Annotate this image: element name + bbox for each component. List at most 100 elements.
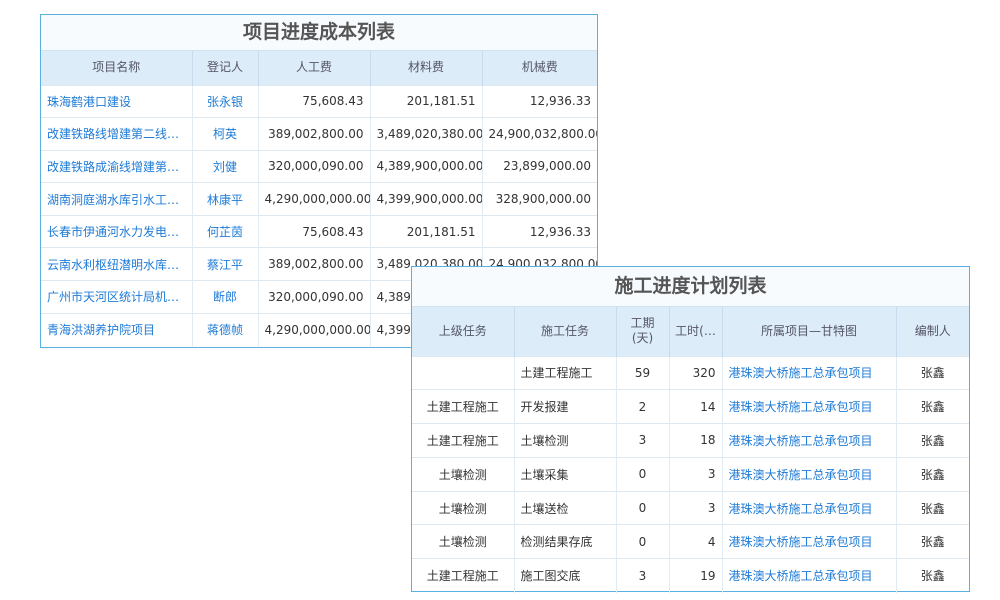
table-cell[interactable]: 何芷茵 xyxy=(192,214,259,248)
column-header: 编制人 xyxy=(896,307,969,356)
table-cell: 59 xyxy=(616,355,670,390)
table-cell: 张鑫 xyxy=(896,389,969,424)
table-cell: 24,900,032,800.00 xyxy=(482,117,597,151)
table-row: 土建工程施工 59 320 港珠澳大桥施工总承包项目 张鑫 xyxy=(412,355,969,390)
table-cell: 土建工程施工 xyxy=(412,389,515,424)
table-cell: 张鑫 xyxy=(896,423,969,458)
header-row: 项目名称 登记人 人工费 材料费 机械费 xyxy=(41,51,597,85)
table-cell[interactable]: 港珠澳大桥施工总承包项目 xyxy=(722,389,897,424)
table-cell[interactable]: 林康平 xyxy=(192,182,259,216)
table-cell[interactable]: 长春市伊通河水力发电… xyxy=(41,214,193,248)
table-row: 湖南洞庭湖水库引水工… 林康平 4,290,000,000.00 4,399,900,… xyxy=(41,182,597,216)
table-cell: 土壤采集 xyxy=(514,456,617,492)
table-cell: 开发报建 xyxy=(514,389,617,424)
panel-title: 施工进度计划列表 xyxy=(412,267,969,307)
table-row: 云南水利枢纽潜明水库… 蔡江平 389,002,800.00 3,489,020,38… xyxy=(41,247,597,281)
table-cell: 3 xyxy=(669,456,723,492)
table-cell: 19 xyxy=(669,558,723,593)
table-cell: 320,000,090.00 xyxy=(258,280,371,314)
table-cell[interactable]: 港珠澳大桥施工总承包项目 xyxy=(722,490,897,525)
table-cell[interactable]: 柯英 xyxy=(192,117,259,151)
table-cell: 75,608.43 xyxy=(258,214,371,248)
table-cell: 张鑫 xyxy=(896,490,969,525)
column-header: 施工任务 xyxy=(514,307,617,356)
table-cell: 张鑫 xyxy=(896,456,969,492)
header-row: 上级任务 施工任务 工期(天) 工时(… 所属项目—甘特图 编制人 xyxy=(412,307,969,356)
table-cell[interactable]: 港珠澳大桥施工总承包项目 xyxy=(722,355,897,390)
column-header: 项目名称 xyxy=(41,51,193,85)
table-cell[interactable]: 广州市天河区统计局机… xyxy=(41,280,193,314)
table-cell: 张鑫 xyxy=(896,558,969,593)
table-cell: 12,936.33 xyxy=(482,84,597,118)
table-cell: 12,936.33 xyxy=(482,214,597,248)
table-cell[interactable]: 蒋德帧 xyxy=(192,312,259,346)
table-cell: 土建工程施工 xyxy=(412,423,515,458)
column-header: 人工费 xyxy=(258,51,371,85)
table-cell: 3 xyxy=(669,490,723,525)
table-row: 长春市伊通河水力发电… 何芷茵 75,608.43 201,181.51 12,936.… xyxy=(41,214,597,248)
table-cell: 土壤送检 xyxy=(514,490,617,525)
table-cell[interactable]: 蔡江平 xyxy=(192,247,259,281)
plan-table: 上级任务 施工任务 工期(天) 工时(… 所属项目—甘特图 编制人 土建工程施工 59 320 港… xyxy=(412,307,969,593)
table-cell[interactable]: 改建铁路成渝线增建第… xyxy=(41,149,193,183)
table-row: 珠海鹤港口建设 张永银 75,608.43 201,181.51 12,936.33 xyxy=(41,84,597,118)
table-cell: 320,000,090.00 xyxy=(258,149,371,183)
table-row: 改建铁路成渝线增建第… 刘健 320,000,090.00 4,389,900,000… xyxy=(41,149,597,183)
table-cell[interactable]: 刘健 xyxy=(192,149,259,183)
column-header: 工期(天) xyxy=(616,307,670,356)
table-cell: 4,290,000,000.00 xyxy=(258,182,371,216)
table-cell: 75,608.43 xyxy=(258,84,371,118)
table-cell[interactable]: 云南水利枢纽潜明水库… xyxy=(41,247,193,281)
table-cell[interactable]: 港珠澳大桥施工总承包项目 xyxy=(722,423,897,458)
table-cell: 389,002,800.00 xyxy=(258,247,371,281)
table-cell[interactable]: 港珠澳大桥施工总承包项目 xyxy=(722,456,897,492)
table-row: 改建铁路线增建第二线… 柯英 389,002,800.00 3,489,020,380… xyxy=(41,117,597,151)
column-header: 所属项目—甘特图 xyxy=(722,307,897,356)
table-cell: 4 xyxy=(669,524,723,559)
table-cell: 张鑫 xyxy=(896,524,969,559)
plan-panel: 施工进度计划列表 上级任务 施工任务 工期(天) 工时(… 所属项目—甘特图 编制人 土建工… xyxy=(411,266,970,593)
table-cell: 320 xyxy=(669,355,723,390)
table-cell: 389,002,800.00 xyxy=(258,117,371,151)
table-cell[interactable]: 张永银 xyxy=(192,84,259,118)
table-cell: 3 xyxy=(616,558,670,593)
table-row: 土壤检测 土壤采集 0 3 港珠澳大桥施工总承包项目 张鑫 xyxy=(412,456,969,492)
table-row: 土建工程施工 土壤检测 3 18 港珠澳大桥施工总承包项目 张鑫 xyxy=(412,423,969,458)
table-cell: 328,900,000.00 xyxy=(482,182,597,216)
table-row: 土建工程施工 开发报建 2 14 港珠澳大桥施工总承包项目 张鑫 xyxy=(412,389,969,424)
table-cell: 201,181.51 xyxy=(370,84,483,118)
table-cell[interactable]: 湖南洞庭湖水库引水工… xyxy=(41,182,193,216)
table-cell: 检测结果存底 xyxy=(514,524,617,559)
table-cell: 18 xyxy=(669,423,723,458)
column-header: 上级任务 xyxy=(412,307,515,356)
table-cell: 土建工程施工 xyxy=(514,355,617,390)
column-header: 机械费 xyxy=(482,51,597,85)
table-cell: 23,899,000.00 xyxy=(482,149,597,183)
table-cell: 4,399,900,000.00 xyxy=(370,182,483,216)
table-cell[interactable]: 改建铁路线增建第二线… xyxy=(41,117,193,151)
column-header: 材料费 xyxy=(370,51,483,85)
table-cell[interactable]: 港珠澳大桥施工总承包项目 xyxy=(722,524,897,559)
table-cell: 3 xyxy=(616,423,670,458)
panel-title: 项目进度成本列表 xyxy=(41,15,597,51)
table-cell: 3,489,020,380.00 xyxy=(370,117,483,151)
table-cell: 2 xyxy=(616,389,670,424)
table-cell: 201,181.51 xyxy=(370,214,483,248)
table-cell: 土壤检测 xyxy=(412,524,515,559)
table-cell: 14 xyxy=(669,389,723,424)
table-cell[interactable]: 珠海鹤港口建设 xyxy=(41,84,193,118)
table-cell: 0 xyxy=(616,490,670,525)
column-header: 登记人 xyxy=(192,51,259,85)
table-cell[interactable]: 青海洪湖养护院项目 xyxy=(41,312,193,346)
table-cell: 4,389,900,000.00 xyxy=(370,149,483,183)
table-cell: 4,290,000,000.00 xyxy=(258,312,371,346)
table-row: 土建工程施工 施工图交底 3 19 港珠澳大桥施工总承包项目 张鑫 xyxy=(412,558,969,593)
table-cell: 施工图交底 xyxy=(514,558,617,593)
table-cell: 0 xyxy=(616,524,670,559)
column-header: 工时(… xyxy=(669,307,723,356)
table-row: 土壤检测 检测结果存底 0 4 港珠澳大桥施工总承包项目 张鑫 xyxy=(412,524,969,559)
table-cell: 土壤检测 xyxy=(412,456,515,492)
table-cell[interactable]: 港珠澳大桥施工总承包项目 xyxy=(722,558,897,593)
table-cell[interactable]: 断郎 xyxy=(192,280,259,314)
